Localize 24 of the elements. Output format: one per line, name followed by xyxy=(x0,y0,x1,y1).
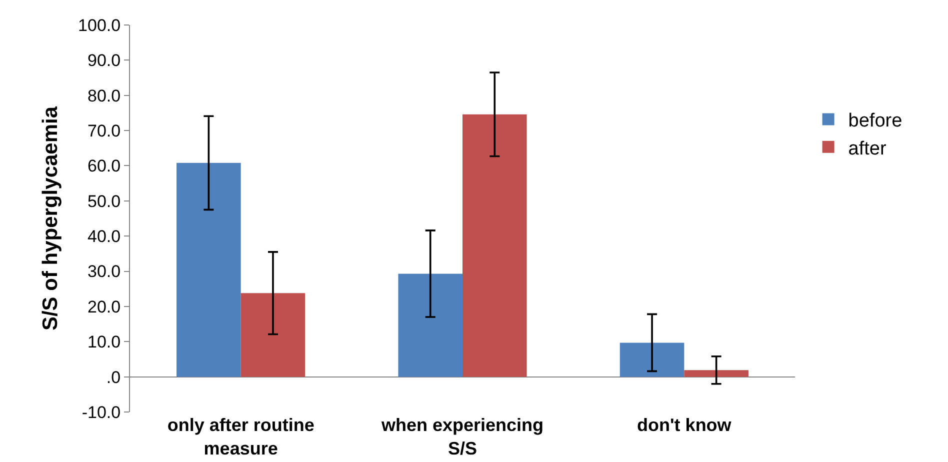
bar xyxy=(684,370,748,377)
legend-label: after xyxy=(848,138,887,160)
x-tick-label: don't know xyxy=(637,415,732,435)
bar xyxy=(462,114,527,377)
bar xyxy=(240,293,306,377)
legend-label: before xyxy=(848,110,902,132)
y-tick-label: .0 xyxy=(106,368,121,387)
bar xyxy=(620,342,684,377)
y-tick-label: 10.0 xyxy=(88,332,121,352)
y-tick-label: 90.0 xyxy=(88,51,121,70)
y-tick-label: -10.0 xyxy=(82,402,121,422)
bar xyxy=(398,274,462,377)
y-tick-label: 70.0 xyxy=(88,122,121,140)
y-tick-label: 100.0 xyxy=(78,16,121,35)
bar xyxy=(176,162,241,377)
y-tick-label: 30.0 xyxy=(88,262,121,282)
y-tick-label: 80.0 xyxy=(88,86,121,106)
x-tick-label: only after routine measure xyxy=(167,415,314,458)
y-tick-label: 50.0 xyxy=(88,192,121,211)
y-axis-title: S/S of hyperglycaemia xyxy=(39,106,62,331)
y-tick-label: 60.0 xyxy=(88,156,121,176)
x-tick-label: when experiencing S/S xyxy=(380,415,544,458)
y-tick-label: 20.0 xyxy=(88,297,121,316)
y-tick-label: 40.0 xyxy=(88,227,121,246)
